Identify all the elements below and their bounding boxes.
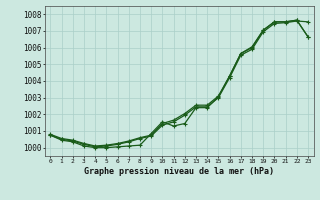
X-axis label: Graphe pression niveau de la mer (hPa): Graphe pression niveau de la mer (hPa)	[84, 167, 274, 176]
